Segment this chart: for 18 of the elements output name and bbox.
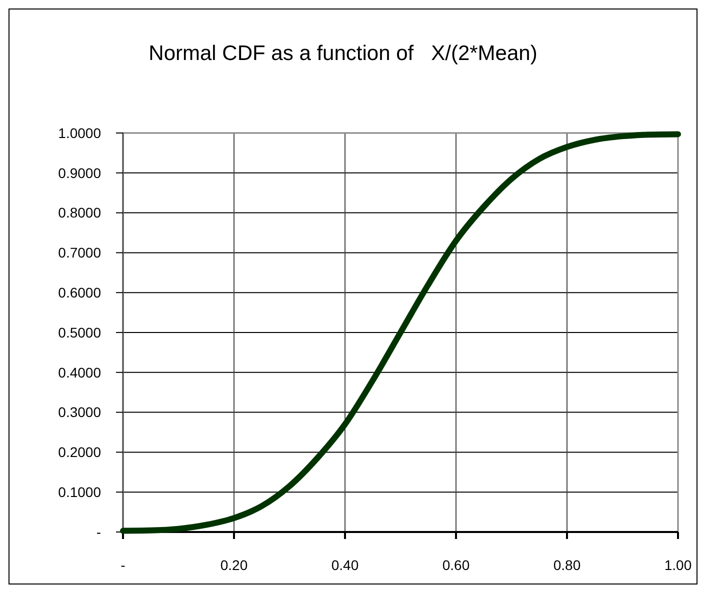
y-tick-label: 0.1000 bbox=[58, 484, 102, 500]
x-tick-label: - bbox=[120, 557, 126, 573]
x-tick-label: 1.00 bbox=[664, 557, 692, 573]
y-tick-label: 0.6000 bbox=[58, 284, 102, 300]
y-tick-label: 0.4000 bbox=[58, 364, 102, 380]
y-tick-label: 1.0000 bbox=[58, 124, 102, 141]
y-tick-label: 0.7000 bbox=[58, 244, 102, 261]
x-tick-label: 0.40 bbox=[331, 557, 359, 573]
y-tick-label: 0.8000 bbox=[58, 204, 102, 221]
chart-title: Normal CDF as a function of X/(2*Mean) bbox=[148, 42, 538, 65]
y-tick-label: 0.3000 bbox=[58, 404, 102, 420]
y-tick-label: 0.9000 bbox=[58, 164, 102, 181]
y-tick-label: 0.5000 bbox=[58, 324, 102, 340]
y-tick-label: - bbox=[96, 524, 102, 540]
x-tick-label: 0.80 bbox=[553, 557, 581, 573]
y-tick-label: 0.2000 bbox=[58, 444, 102, 460]
x-tick-label: 0.60 bbox=[442, 557, 470, 573]
x-tick-label: 0.20 bbox=[220, 557, 248, 573]
